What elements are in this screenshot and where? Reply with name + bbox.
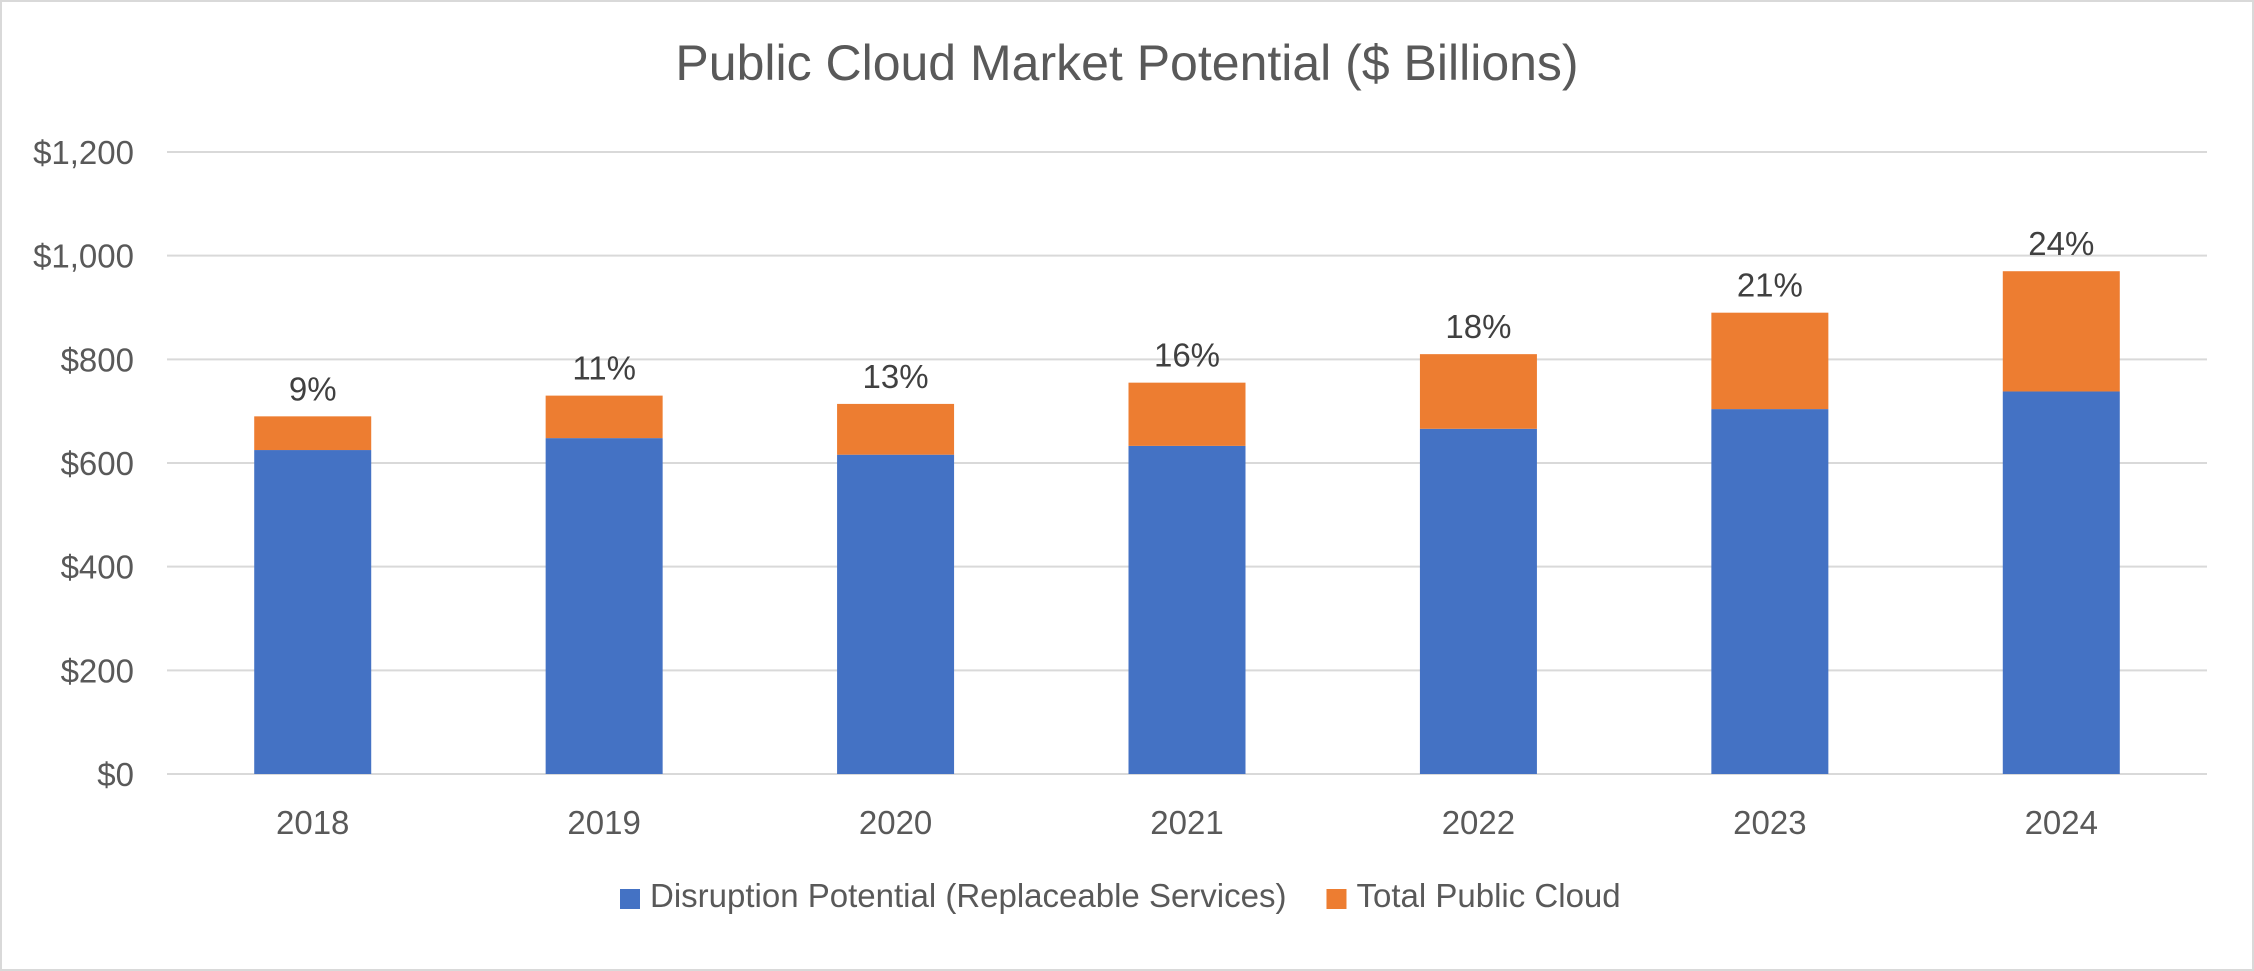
y-axis-tick-labels: $0 $200 $400 $600 $800 $1,000 $1,200 bbox=[33, 134, 134, 793]
legend-label: Total Public Cloud bbox=[1356, 877, 1620, 914]
y-tick-label: $1,200 bbox=[33, 134, 134, 171]
x-tick-label: 2022 bbox=[1442, 804, 1515, 841]
bar-total-public-cloud bbox=[837, 403, 955, 455]
data-label: 16% bbox=[1154, 337, 1220, 374]
data-label: 21% bbox=[1737, 267, 1803, 304]
y-tick-label: $1,000 bbox=[33, 238, 134, 275]
legend-label: Disruption Potential (Replaceable Servic… bbox=[650, 877, 1286, 914]
chart-title: Public Cloud Market Potential ($ Billion… bbox=[675, 35, 1578, 91]
x-axis-tick-labels: 2018 2019 2020 2021 2022 2023 2024 bbox=[276, 804, 2098, 841]
bar-total-public-cloud bbox=[2002, 271, 2120, 392]
y-tick-label: $400 bbox=[61, 549, 134, 586]
data-label: 13% bbox=[863, 358, 929, 395]
bar-total-public-cloud bbox=[1419, 354, 1537, 429]
bar-disruption-potential bbox=[1128, 445, 1246, 774]
y-tick-label: $800 bbox=[61, 341, 134, 378]
y-tick-label: $600 bbox=[61, 445, 134, 482]
x-tick-label: 2023 bbox=[1733, 804, 1806, 841]
data-label: 24% bbox=[2028, 225, 2094, 262]
x-tick-label: 2018 bbox=[276, 804, 349, 841]
x-tick-label: 2024 bbox=[2025, 804, 2098, 841]
data-label: 18% bbox=[1445, 308, 1511, 345]
legend-swatch bbox=[620, 889, 640, 909]
data-label: 9% bbox=[289, 370, 337, 407]
y-tick-label: $200 bbox=[61, 652, 134, 689]
data-labels: 9% 11% 13% 16% 18% 21% 24% bbox=[289, 225, 2094, 407]
data-label: 11% bbox=[572, 350, 636, 387]
legend: Disruption Potential (Replaceable Servic… bbox=[620, 877, 1621, 914]
y-tick-label: $0 bbox=[97, 756, 134, 793]
bar-disruption-potential bbox=[1711, 409, 1829, 774]
x-tick-label: 2020 bbox=[859, 804, 932, 841]
bar-disruption-potential bbox=[254, 450, 372, 774]
bar-disruption-potential bbox=[545, 438, 663, 774]
x-tick-label: 2021 bbox=[1150, 804, 1223, 841]
bar-total-public-cloud bbox=[254, 416, 372, 451]
bar-total-public-cloud bbox=[545, 395, 663, 439]
bar-total-public-cloud bbox=[1711, 312, 1829, 410]
bar-total-public-cloud bbox=[1128, 382, 1246, 446]
bar-disruption-potential bbox=[837, 454, 955, 774]
bar-disruption-potential bbox=[2002, 391, 2120, 774]
x-tick-label: 2019 bbox=[567, 804, 640, 841]
bars bbox=[254, 271, 2120, 774]
bar-disruption-potential bbox=[1419, 428, 1537, 774]
legend-swatch bbox=[1326, 889, 1347, 909]
